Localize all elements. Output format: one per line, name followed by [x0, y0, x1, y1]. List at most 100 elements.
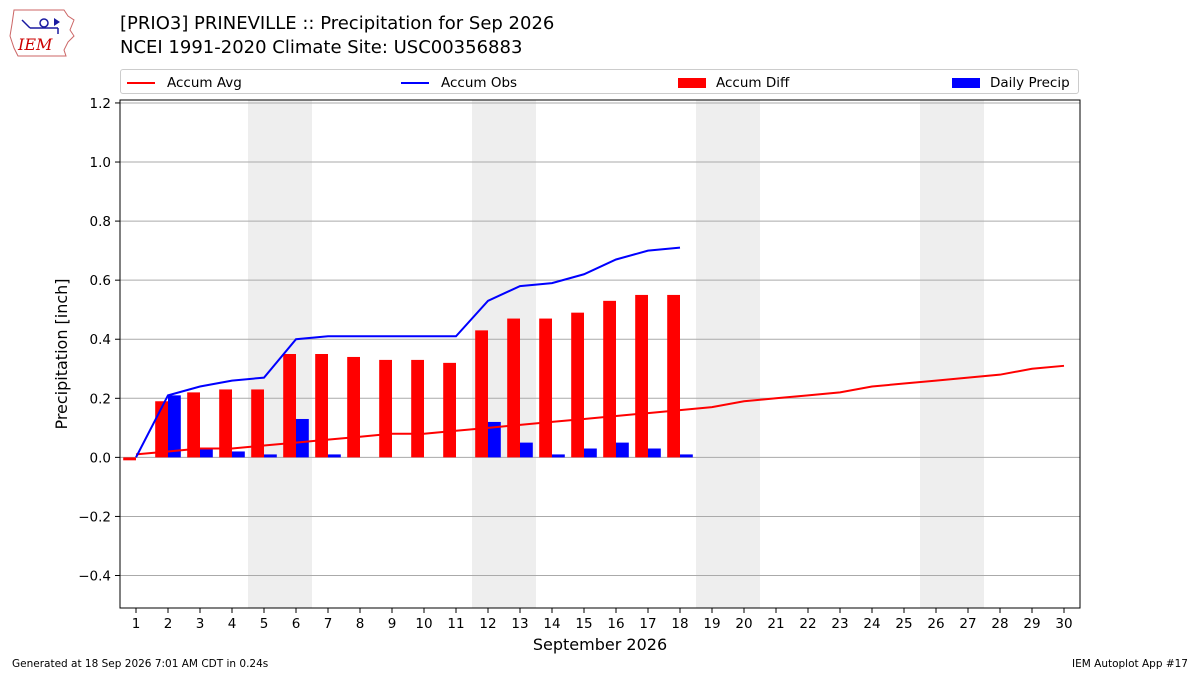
daily-precip-bar-5: [264, 454, 277, 458]
accum-diff-bar-5: [251, 389, 264, 458]
x-tick-label: 13: [511, 616, 528, 632]
y-axis: −0.4 −0.2 0.0 0.2 0.4 0.6 0.8 1.0 1.2: [78, 96, 120, 585]
x-tick-label: 28: [991, 616, 1008, 632]
legend-swatch-daily-precip: [952, 77, 980, 88]
y-tick-label: −0.2: [78, 509, 111, 525]
x-tick-label: 19: [703, 616, 720, 632]
x-tick-label: 27: [959, 616, 976, 632]
logo-text: IEM: [17, 35, 53, 54]
x-tick-label: 11: [447, 616, 464, 632]
legend-swatch-accum-avg: [127, 81, 155, 84]
x-tick-label: 26: [927, 616, 944, 632]
daily-precip-bar-16: [616, 442, 629, 458]
x-tick-label: 23: [831, 616, 848, 632]
x-tick-label: 30: [1055, 616, 1072, 632]
y-tick-label: 0.6: [90, 273, 111, 289]
accum-diff-bar-11: [443, 362, 456, 458]
x-tick-label: 10: [415, 616, 432, 632]
footer-generated-text: Generated at 18 Sep 2026 7:01 AM CDT in …: [12, 658, 269, 670]
y-tick-label: 1.0: [90, 155, 111, 171]
iem-logo: IEM: [8, 6, 80, 60]
chart-legend: Accum Avg Accum Obs Accum Diff Daily Pre…: [120, 69, 1079, 94]
accum-diff-bar-6: [283, 354, 296, 458]
x-axis: 1 2 3 4 5 6 7 8 9 10 11 12 13 14 15 16 17 18 19 20 21 22 23 24 2…: [132, 608, 1073, 632]
legend-label-accum-obs: Accum Obs: [441, 74, 518, 91]
footer-app-text: IEM Autoplot App #17: [1072, 658, 1188, 670]
daily-precip-bar-7: [328, 454, 341, 458]
daily-precip-bar-2: [168, 395, 181, 458]
x-tick-label: 22: [799, 616, 816, 632]
x-tick-label: 7: [324, 616, 333, 632]
accum-diff-bar-8: [347, 356, 360, 458]
x-tick-label: 24: [863, 616, 880, 632]
x-tick-label: 17: [639, 616, 656, 632]
weekend-shade-5: [248, 100, 280, 608]
accum-diff-bar-10: [411, 359, 424, 458]
x-tick-label: 3: [196, 616, 205, 632]
daily-precip-bar-18: [680, 454, 693, 458]
daily-precip-bar-17: [648, 448, 661, 458]
x-tick-label: 15: [575, 616, 592, 632]
accum-diff-bar-13: [507, 318, 520, 458]
legend-item-accum-diff: Accum Diff: [678, 70, 789, 95]
x-tick-label: 18: [671, 616, 688, 632]
x-tick-label: 6: [292, 616, 301, 632]
chart-title: [PRIO3] PRINEVILLE :: Precipitation for …: [120, 13, 555, 34]
daily-precip-bar-3: [200, 448, 213, 458]
bars: [123, 294, 693, 461]
daily-precip-bar-14: [552, 454, 565, 458]
legend-swatch-accum-diff: [678, 77, 706, 88]
daily-precip-bar-12: [488, 421, 501, 458]
chart-subtitle: NCEI 1991-2020 Climate Site: USC00356883: [120, 37, 523, 58]
legend-label-accum-diff: Accum Diff: [716, 74, 790, 91]
accum-diff-bar-16: [603, 300, 616, 458]
y-tick-label: 1.2: [90, 96, 111, 112]
y-tick-label: 0.8: [90, 214, 111, 230]
accum-diff-bar-17: [635, 294, 648, 458]
y-tick-label: 0.0: [90, 450, 111, 466]
accum-diff-bar-3: [187, 392, 200, 458]
x-tick-label: 9: [388, 616, 397, 632]
lines: [135, 246, 1065, 458]
x-tick-label: 16: [607, 616, 624, 632]
weekend-shade-19: [696, 100, 728, 608]
x-tick-label: 1: [132, 616, 141, 632]
x-axis-label: September 2026: [533, 635, 667, 654]
daily-precip-bar-4: [232, 451, 245, 458]
weekend-shade-26: [920, 100, 952, 608]
legend-swatch-accum-obs: [401, 81, 429, 84]
accum-diff-bar-15: [571, 312, 584, 458]
accum-diff-bar-1: [123, 457, 136, 461]
y-tick-label: 0.4: [90, 332, 111, 348]
accum-diff-bar-4: [219, 389, 232, 458]
accum-diff-bar-18: [667, 294, 680, 458]
x-tick-label: 8: [356, 616, 365, 632]
legend-label-accum-avg: Accum Avg: [167, 74, 242, 91]
accum-obs-line: [135, 246, 681, 458]
accum-diff-bar-9: [379, 359, 392, 458]
accum-diff-bar-14: [539, 318, 552, 458]
weekend-shade-27: [952, 100, 984, 608]
legend-item-accum-avg: Accum Avg: [127, 70, 242, 95]
weekend-shade-20: [728, 100, 760, 608]
y-tick-label: 0.2: [90, 391, 111, 407]
x-tick-label: 2: [164, 616, 173, 632]
x-tick-label: 25: [895, 616, 912, 632]
legend-item-accum-obs: Accum Obs: [401, 70, 517, 95]
y-tick-label: −0.4: [78, 569, 111, 585]
y-axis-label: Precipitation [inch]: [52, 278, 71, 429]
x-tick-label: 12: [479, 616, 496, 632]
accum-avg-line: [135, 364, 1065, 456]
y-gridlines: [120, 102, 1080, 577]
daily-precip-bar-6: [296, 418, 309, 458]
accum-diff-bar-7: [315, 354, 328, 458]
daily-precip-bar-15: [584, 448, 597, 458]
weather-station-icon: [21, 18, 60, 34]
x-tick-label: 20: [735, 616, 752, 632]
x-tick-label: 5: [260, 616, 269, 632]
x-tick-label: 29: [1023, 616, 1040, 632]
legend-label-daily-precip: Daily Precip: [990, 74, 1070, 91]
plot-frame: [119, 99, 1081, 609]
legend-item-daily-precip: Daily Precip: [952, 70, 1070, 95]
